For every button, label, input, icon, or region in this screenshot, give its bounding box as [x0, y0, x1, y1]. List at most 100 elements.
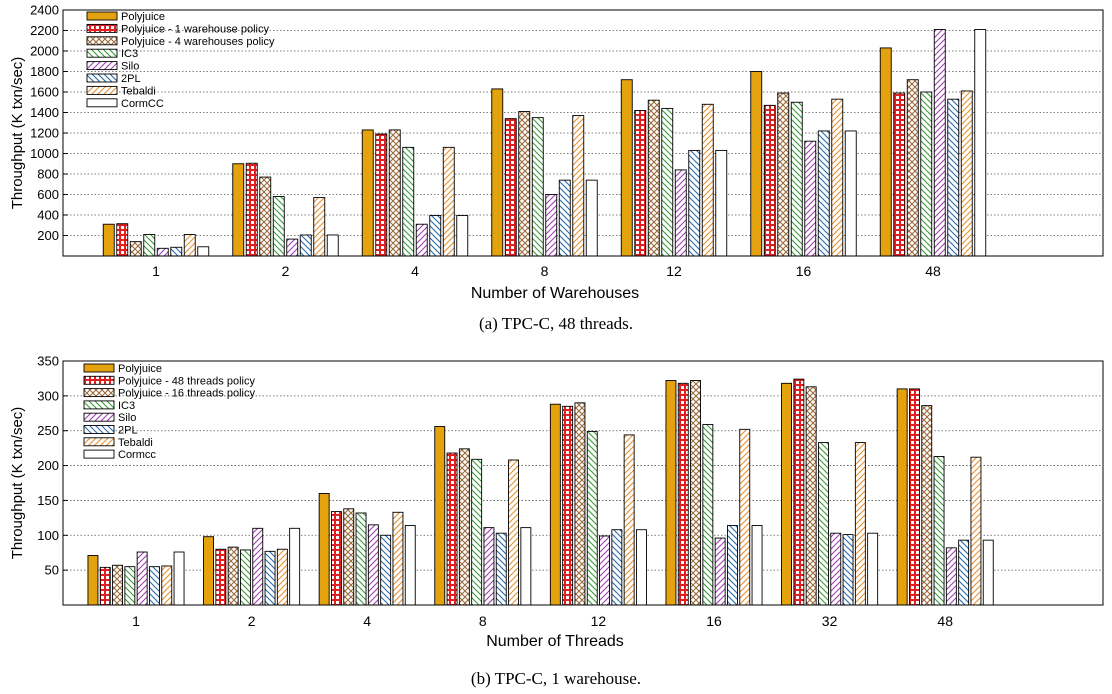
plot-frame	[62, 360, 1104, 606]
bar	[690, 380, 701, 606]
legend-label: 2PL	[121, 73, 141, 85]
bar	[272, 196, 285, 257]
bar	[586, 430, 598, 606]
bar	[572, 115, 585, 257]
bar	[331, 511, 342, 606]
y-tick-label: 250	[37, 423, 59, 438]
bar	[227, 546, 239, 606]
bar	[893, 92, 906, 257]
y-tick-label: 200	[37, 228, 59, 243]
bar	[909, 388, 920, 606]
y-axis-label: Throughput (K txn/sec)	[9, 57, 26, 210]
bar	[491, 88, 504, 257]
bar	[129, 241, 142, 257]
bar	[751, 525, 763, 606]
bar	[375, 133, 388, 257]
legend-swatch	[86, 85, 118, 95]
legend-label: IC3	[118, 400, 135, 412]
bar	[289, 527, 301, 606]
bar	[367, 524, 379, 606]
bar	[763, 104, 776, 257]
y-tick-label: 2400	[30, 3, 59, 18]
bar	[585, 179, 598, 257]
legend-swatch	[86, 11, 118, 21]
bar	[239, 549, 251, 606]
bar	[620, 79, 633, 257]
bar	[701, 103, 714, 257]
bar	[599, 535, 610, 606]
legend-swatch	[83, 437, 115, 447]
x-tick-label: 1	[132, 613, 140, 629]
y-tick-label: 350	[37, 354, 59, 369]
bar	[259, 176, 272, 257]
legend-label: Silo	[121, 61, 139, 73]
bar	[790, 101, 803, 257]
bar	[471, 458, 483, 606]
y-tick-label: 100	[37, 528, 59, 543]
bar	[818, 442, 829, 606]
legend-label: Polyjuice - 16 threads policy	[118, 388, 255, 400]
y-tick-label: 400	[37, 208, 59, 223]
bar	[750, 71, 763, 257]
x-tick-label: 2	[248, 613, 256, 629]
bar	[842, 534, 854, 606]
bar	[896, 388, 908, 606]
chart-caption: (b) TPC-C, 1 warehouse.	[471, 669, 641, 688]
legend-label: Polyjuice - 48 threads policy	[118, 375, 255, 387]
x-tick-labels: 1 2 4 8 12 16 48	[152, 263, 941, 279]
bar	[173, 551, 185, 606]
y-tick-label: 1200	[30, 126, 59, 141]
bar	[161, 565, 173, 606]
legend-swatch	[83, 412, 115, 422]
legend-swatch	[86, 73, 118, 83]
bar	[647, 99, 660, 257]
x-tick-label: 12	[666, 263, 682, 279]
x-tick-label: 48	[937, 613, 953, 629]
bar	[945, 547, 957, 606]
legend-label: CormCC	[121, 98, 164, 110]
bar	[854, 442, 866, 606]
bar	[960, 90, 973, 257]
bar	[446, 452, 458, 606]
bar	[531, 117, 544, 257]
bar	[921, 405, 933, 606]
bar	[276, 548, 288, 606]
bar	[933, 29, 946, 257]
y-tick-label: 800	[37, 167, 59, 182]
bar	[415, 223, 428, 257]
bar	[183, 234, 196, 257]
bar	[661, 107, 674, 257]
y-axis-label: Throughput (K txn/sec)	[9, 407, 26, 560]
bar	[920, 91, 933, 257]
y-tick-labels: 50 100 150 200 250 300 350	[37, 354, 68, 578]
x-tick-label: 4	[411, 263, 419, 279]
legend-label: Polyjuice	[118, 363, 162, 375]
bar	[434, 426, 446, 606]
y-tick-label: 2000	[30, 44, 59, 59]
bar	[879, 47, 892, 257]
legend-label: Silo	[118, 412, 136, 424]
bar	[906, 79, 919, 257]
bar	[793, 378, 805, 606]
bar	[520, 527, 532, 606]
x-tick-label: 4	[363, 613, 371, 629]
legend-swatch	[83, 449, 115, 459]
y-tick-label: 50	[45, 563, 59, 578]
x-tick-label: 8	[541, 263, 549, 279]
bar	[933, 456, 945, 606]
x-tick-label: 8	[479, 613, 487, 629]
legend-swatch	[86, 61, 118, 71]
legend-swatch	[86, 23, 118, 33]
bar	[636, 529, 647, 606]
bar	[355, 512, 367, 606]
bar	[215, 548, 227, 606]
bar	[136, 551, 148, 606]
bar	[844, 130, 857, 257]
bar	[495, 532, 507, 606]
legend-swatch	[86, 36, 118, 46]
bars	[87, 378, 994, 606]
bar	[402, 146, 415, 257]
y-tick-labels: 200 400 600 800 1000 1200 1400 1600 1800 2000 2200…	[30, 3, 68, 243]
bar	[611, 529, 623, 606]
